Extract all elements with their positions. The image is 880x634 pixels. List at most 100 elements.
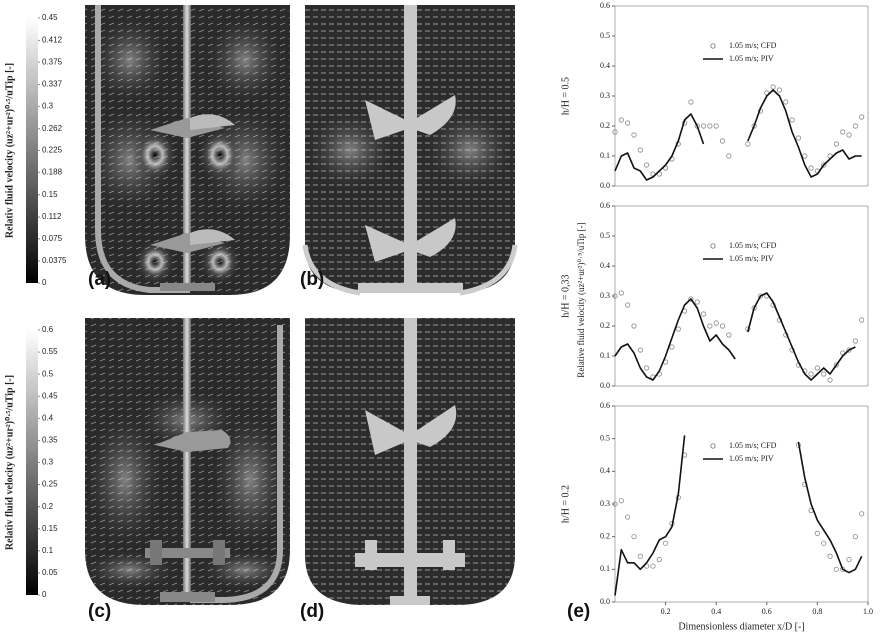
colorbar-tick-label: 0.35 (42, 436, 58, 445)
data-point (822, 372, 826, 376)
colorbar-tick-label: 0.55 (42, 347, 58, 356)
colorbar-tick-label: 0.337 (42, 80, 63, 89)
data-point (663, 541, 667, 545)
data-point (720, 324, 724, 328)
data-point (701, 312, 705, 316)
x-tick-label: 0.8 (812, 607, 822, 616)
y-tick-label: 0.6 (600, 1, 610, 10)
data-point (822, 541, 826, 545)
legend-marker (711, 244, 715, 248)
cfd-image-a (85, 5, 290, 295)
x-tick-label: 0.6 (762, 607, 772, 616)
panel-label: (c) (88, 601, 111, 622)
y-tick-label: 0.5 (600, 231, 610, 240)
data-point (619, 499, 623, 503)
colorbar-tick-label: 0.45 (42, 391, 58, 400)
panel-label: (a) (88, 269, 111, 290)
panel-label: (d) (300, 601, 324, 622)
data-point (670, 345, 674, 349)
piv-image-b (305, 5, 515, 293)
data-point (790, 118, 794, 122)
y-tick-label: 0.0 (600, 381, 610, 390)
y-tick-label: 0.4 (600, 61, 610, 70)
data-point (720, 139, 724, 143)
data-point (809, 372, 813, 376)
data-point (619, 118, 623, 122)
legend-label: 1.05 m/s; CFD (729, 241, 777, 250)
data-point (676, 327, 680, 331)
y-tick-label: 0.2 (600, 531, 610, 540)
data-point (651, 564, 655, 568)
plot-frame (615, 206, 868, 386)
data-point (853, 339, 857, 343)
data-line (615, 90, 862, 180)
y-tick-label: 0.4 (600, 466, 610, 475)
data-point (796, 136, 800, 140)
colorbar-tick-label: 0.188 (42, 167, 63, 176)
colorbar-tick-label: 0.5 (42, 369, 54, 378)
y-tick-label: 0.5 (600, 31, 610, 40)
data-point (771, 85, 775, 89)
data-point (708, 124, 712, 128)
data-point (828, 554, 832, 558)
data-point (701, 124, 705, 128)
data-point (834, 142, 838, 146)
y-tick-label: 0.3 (600, 499, 610, 508)
legend-label: 1.05 m/s; PIV (729, 54, 774, 63)
y-tick-label: 0.2 (600, 121, 610, 130)
legend-label: 1.05 m/s; CFD (729, 441, 777, 450)
data-point (847, 557, 851, 561)
y-tick-label: 0.1 (600, 564, 610, 573)
data-point (828, 378, 832, 382)
data-point (625, 303, 629, 307)
data-point (815, 531, 819, 535)
legend-label: 1.05 m/s; CFD (729, 41, 777, 50)
data-point (638, 148, 642, 152)
y-axis-label: h/H = 0.5 (560, 77, 571, 115)
panel-label: (b) (300, 269, 324, 290)
piv-image-d (305, 318, 515, 605)
data-point (803, 154, 807, 158)
y-axis-label: h/H = 0,33 (560, 274, 571, 317)
data-point (714, 321, 718, 325)
colorbar-tick-label: 0.15 (42, 524, 58, 533)
shared-y-label: Relative fluid velocity (uz²+ur²)⁰·⁵/uTi… (576, 222, 586, 377)
y-tick-label: 0.3 (600, 91, 610, 100)
x-tick-label: 0.2 (661, 607, 671, 616)
colorbar (26, 330, 38, 595)
colorbar-tick-label: 0.412 (42, 35, 63, 44)
colorbar-tick-label: 0.2 (42, 502, 54, 511)
y-axis-label: h/H = 0.2 (560, 485, 571, 523)
x-axis-label: Dimensionless diameter x/D [-] (678, 621, 804, 632)
data-point (644, 366, 648, 370)
y-tick-label: 0.6 (600, 401, 610, 410)
data-point (834, 567, 838, 571)
data-point (638, 348, 642, 352)
y-tick-label: 0.0 (600, 181, 610, 190)
colorbar-tick-label: 0.075 (42, 234, 63, 243)
colorbar-tick-label: 0.15 (42, 190, 58, 199)
data-point (859, 318, 863, 322)
data-point (746, 142, 750, 146)
data-point (689, 100, 693, 104)
legend-label: 1.05 m/s; PIV (729, 454, 774, 463)
data-point (727, 333, 731, 337)
data-point (632, 133, 636, 137)
colorbar-tick-label: 0 (42, 590, 47, 599)
data-point (625, 515, 629, 519)
colorbar (26, 18, 38, 283)
colorbar-label: Relativ fluid velocity (uz²+ur²)⁰·⁵/uTip… (4, 63, 15, 238)
data-point (638, 554, 642, 558)
colorbar-tick-label: 0.0375 (42, 256, 67, 265)
data-point (619, 291, 623, 295)
data-point (859, 512, 863, 516)
y-tick-label: 0.5 (600, 433, 610, 442)
data-point (644, 163, 648, 167)
colorbar-tick-label: 0.25 (42, 480, 58, 489)
data-point (632, 324, 636, 328)
figure: (a) (b) (c) (d) (e) Relative fluid veloc… (0, 0, 880, 634)
y-tick-label: 0.3 (600, 291, 610, 300)
colorbar-tick-label: 0 (42, 278, 47, 287)
colorbar-tick-label: 0.6 (42, 325, 54, 334)
y-tick-label: 0.1 (600, 351, 610, 360)
